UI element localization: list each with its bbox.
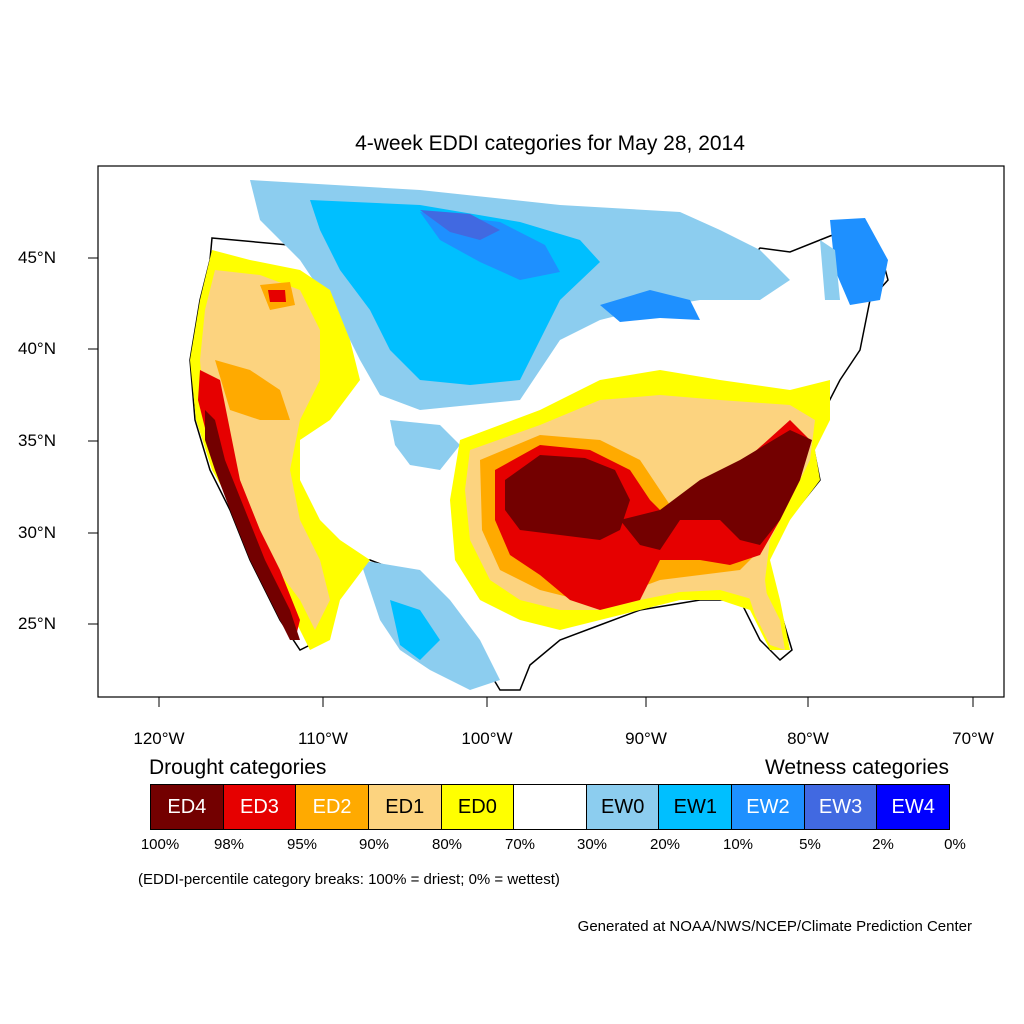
lat-ticks (88, 257, 98, 625)
legend-cell-ew1: EW1 (659, 785, 733, 829)
dry-ed3-florida (745, 585, 785, 650)
break-label: 90% (358, 836, 390, 853)
category-field (189, 180, 889, 691)
dry-ed1-west (200, 270, 330, 630)
legend-cell-normal (514, 785, 587, 829)
legend-cell-ed1: ED1 (368, 785, 442, 829)
dry-ed4-central (505, 455, 630, 540)
generated-note: Generated at NOAA/NWS/NCEP/Climate Predi… (577, 918, 972, 935)
map-frame (97, 165, 1005, 698)
break-label: 80% (431, 836, 463, 853)
dry-ed3-louisiana (575, 560, 630, 605)
legend-cell-ew2: EW2 (732, 785, 805, 829)
legend-cell-ed3: ED3 (223, 785, 297, 829)
legend-cell-ew4: EW4 (877, 785, 950, 829)
lon-label-120: 120°W (133, 729, 185, 748)
dry-ed4-midsouth (620, 430, 812, 550)
lat-label-35: 35°N (18, 431, 56, 450)
lon-label-70: 70°W (952, 729, 994, 748)
drought-heading: Drought categories (149, 756, 327, 779)
legend-bar: ED4 ED3 ED2 ED1 ED0 EW0 EW1 EW2 EW3 EW4 (150, 784, 950, 830)
break-label: 2% (872, 836, 894, 853)
break-label: 98% (213, 836, 245, 853)
dry-ed3-oregon (268, 290, 286, 302)
breaks-note: (EDDI-percentile category breaks: 100% =… (138, 871, 560, 888)
break-label: 100% (140, 836, 180, 853)
lon-label-100: 100°W (461, 729, 513, 748)
wet-ew0-maine (820, 240, 840, 300)
lon-label-90: 90°W (625, 729, 667, 748)
wet-ew1-southwest (390, 600, 440, 660)
wet-ew1-maine (830, 218, 888, 305)
wet-ew1-lakes (600, 290, 700, 322)
legend-cell-ed2: ED2 (296, 785, 369, 829)
dry-ed4-california (205, 410, 300, 640)
legend-cell-ed0: ED0 (441, 785, 515, 829)
wet-ew3-north (420, 210, 500, 240)
wet-ew0-newmexico (390, 420, 460, 470)
break-label: 70% (504, 836, 536, 853)
lon-label-110: 110°W (298, 729, 348, 748)
break-label: 95% (286, 836, 318, 853)
lat-label-25: 25°N (18, 614, 56, 633)
lat-label-45: 45°N (18, 248, 56, 267)
lon-ticks (158, 697, 974, 707)
legend-cell-ed4: ED4 (151, 785, 224, 829)
break-label: 0% (944, 836, 966, 853)
dry-ed2-west (215, 360, 290, 420)
lon-label-80: 80°W (787, 729, 829, 748)
legend-cell-ew3: EW3 (804, 785, 878, 829)
lat-label-40: 40°N (18, 339, 56, 358)
legend-cell-ew0: EW0 (586, 785, 660, 829)
lat-label-30: 30°N (18, 523, 56, 542)
break-label: 5% (799, 836, 821, 853)
break-label: 20% (649, 836, 681, 853)
break-label: 10% (722, 836, 754, 853)
break-label: 30% (576, 836, 608, 853)
dry-ed3-california (198, 370, 300, 640)
map-title: 4-week EDDI categories for May 28, 2014 (355, 132, 745, 155)
wetness-heading: Wetness categories (764, 756, 949, 779)
